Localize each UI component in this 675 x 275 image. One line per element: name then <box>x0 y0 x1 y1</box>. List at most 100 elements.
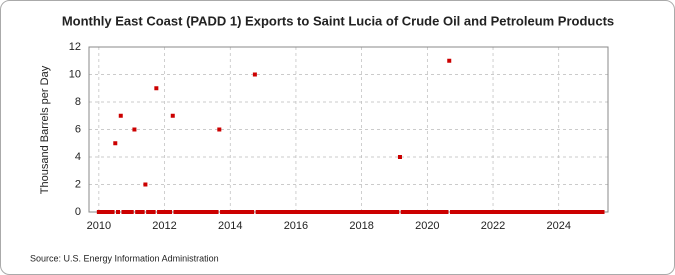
point <box>285 210 290 214</box>
point <box>214 210 219 214</box>
point <box>283 210 288 214</box>
source-note: Source: U.S. Energy Information Administ… <box>30 253 219 263</box>
point <box>116 210 121 214</box>
point <box>537 210 542 214</box>
point <box>170 113 175 118</box>
point <box>247 210 252 214</box>
point <box>261 210 266 214</box>
point <box>217 127 222 132</box>
point <box>384 210 389 214</box>
point <box>195 210 200 214</box>
point <box>428 210 433 214</box>
point <box>233 210 238 214</box>
point <box>198 210 203 214</box>
point <box>422 210 427 214</box>
point <box>570 210 575 214</box>
point <box>466 210 471 214</box>
point <box>277 210 282 214</box>
point <box>600 210 605 214</box>
point <box>518 210 523 214</box>
point <box>444 210 449 214</box>
point <box>173 210 178 214</box>
point <box>439 210 444 214</box>
point <box>304 210 309 214</box>
point <box>146 210 151 214</box>
point <box>559 210 564 214</box>
point <box>534 210 539 214</box>
point <box>302 210 307 214</box>
point <box>356 210 361 214</box>
point <box>523 210 528 214</box>
point <box>230 210 235 214</box>
point <box>452 210 457 214</box>
point <box>118 113 123 118</box>
point <box>148 210 153 214</box>
point <box>501 210 506 214</box>
point <box>250 210 255 214</box>
point <box>181 210 186 214</box>
x-tick-label: 2012 <box>152 220 176 232</box>
point <box>236 210 241 214</box>
point <box>107 210 112 214</box>
point <box>126 210 131 214</box>
point <box>510 210 515 214</box>
point <box>293 210 298 214</box>
y-tick-label: 0 <box>75 206 81 218</box>
point <box>556 210 561 214</box>
point <box>157 210 162 214</box>
point <box>496 210 501 214</box>
point <box>329 210 334 214</box>
point <box>373 210 378 214</box>
point <box>222 210 227 214</box>
point <box>176 210 181 214</box>
point <box>482 210 487 214</box>
point <box>110 210 115 214</box>
point <box>365 210 370 214</box>
point <box>378 210 383 214</box>
point <box>165 210 170 214</box>
point <box>332 210 337 214</box>
point <box>228 210 233 214</box>
point <box>135 210 140 214</box>
point <box>458 210 463 214</box>
point <box>543 210 548 214</box>
point <box>351 210 356 214</box>
x-tick-label: 2018 <box>349 220 373 232</box>
point <box>548 210 553 214</box>
point <box>154 86 159 91</box>
point <box>321 210 326 214</box>
point <box>499 210 504 214</box>
point <box>121 210 126 214</box>
y-tick-label: 4 <box>75 151 81 163</box>
point <box>291 210 296 214</box>
point <box>389 210 394 214</box>
point <box>105 210 110 214</box>
point <box>266 210 271 214</box>
point <box>96 210 101 214</box>
point <box>595 210 600 214</box>
point <box>532 210 537 214</box>
point <box>178 210 183 214</box>
point <box>554 210 559 214</box>
point <box>288 210 293 214</box>
point <box>564 210 569 214</box>
chart-title: Monthly East Coast (PADD 1) Exports to S… <box>62 13 614 28</box>
point <box>200 210 205 214</box>
point <box>480 210 485 214</box>
point <box>206 210 211 214</box>
point <box>449 210 454 214</box>
point <box>397 155 402 159</box>
point <box>370 210 375 214</box>
point <box>203 210 208 214</box>
point <box>436 210 441 214</box>
point <box>493 210 498 214</box>
point <box>469 210 474 214</box>
x-tick-label: 2010 <box>87 220 111 232</box>
point <box>137 210 142 214</box>
point <box>168 210 173 214</box>
point <box>477 210 482 214</box>
point <box>324 210 329 214</box>
point <box>460 210 465 214</box>
point <box>419 210 424 214</box>
point <box>504 210 509 214</box>
